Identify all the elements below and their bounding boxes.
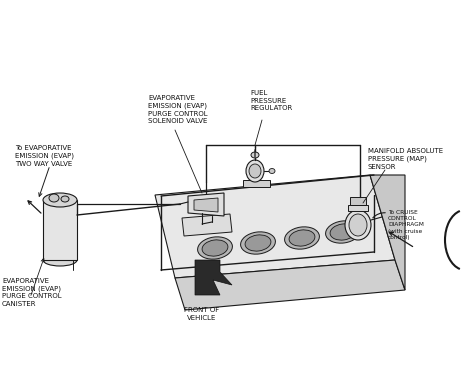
Ellipse shape [349,214,367,236]
Text: MANIFOLD ABSOLUTE
PRESSURE (MAP)
SENSOR: MANIFOLD ABSOLUTE PRESSURE (MAP) SENSOR [368,148,443,170]
Ellipse shape [43,193,77,207]
Ellipse shape [330,224,356,240]
Polygon shape [370,175,405,290]
Polygon shape [348,205,368,211]
Text: EVAPORATIVE
EMISSION (EVAP)
PURGE CONTROL
SOLENOID VALVE: EVAPORATIVE EMISSION (EVAP) PURGE CONTRO… [148,95,208,124]
Polygon shape [155,175,395,278]
Polygon shape [243,180,270,187]
Text: EVAPORATIVE
EMISSION (EVAP)
PURGE CONTROL
CANISTER: EVAPORATIVE EMISSION (EVAP) PURGE CONTRO… [2,278,62,307]
Polygon shape [195,260,232,295]
Ellipse shape [245,235,271,251]
Polygon shape [182,214,232,236]
Ellipse shape [202,240,228,256]
Ellipse shape [284,227,319,249]
Ellipse shape [61,196,69,202]
Ellipse shape [326,221,360,243]
Polygon shape [350,197,366,205]
Polygon shape [43,200,77,260]
Text: To CRUISE
CONTROL
DIAPHRAGM
(with cruise
control): To CRUISE CONTROL DIAPHRAGM (with cruise… [388,210,424,240]
Text: FUEL
PRESSURE
REGULATOR: FUEL PRESSURE REGULATOR [250,90,292,111]
Ellipse shape [289,230,315,246]
Text: To EVAPORATIVE
EMISSION (EVAP)
TWO WAY VALVE: To EVAPORATIVE EMISSION (EVAP) TWO WAY V… [15,145,74,167]
Ellipse shape [43,254,77,266]
Polygon shape [175,260,405,310]
Ellipse shape [198,237,232,259]
Ellipse shape [241,232,275,254]
Ellipse shape [345,210,371,240]
Ellipse shape [246,160,264,182]
Polygon shape [188,193,224,216]
Polygon shape [194,198,218,212]
Text: FRONT OF
VEHICLE: FRONT OF VEHICLE [184,307,219,321]
Ellipse shape [269,169,275,173]
Ellipse shape [49,194,59,202]
Ellipse shape [249,164,261,178]
Ellipse shape [251,152,259,158]
